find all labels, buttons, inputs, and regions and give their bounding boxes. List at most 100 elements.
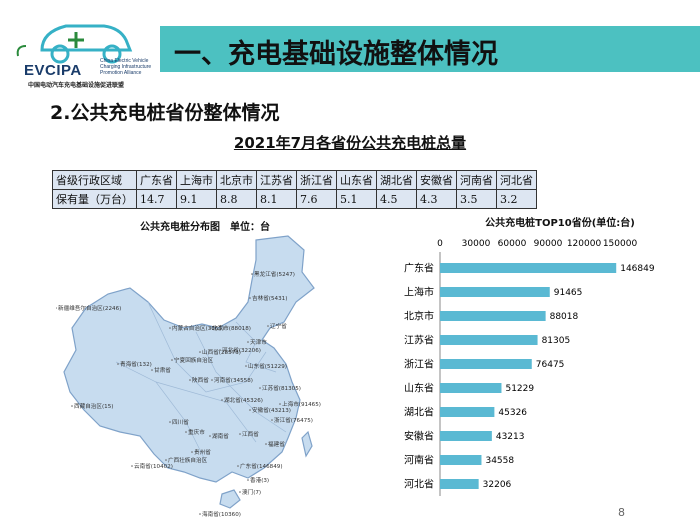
category-label: 上海市	[404, 286, 434, 299]
map-province-dot	[191, 451, 193, 453]
bar	[440, 359, 532, 369]
map-province-dot	[249, 297, 251, 299]
map-province-dot	[267, 325, 269, 327]
category-label: 山东省	[404, 382, 434, 395]
table-header-label: 省级行政区域	[52, 170, 137, 190]
bar	[440, 383, 502, 393]
table-title: 2021年7月各省份公共充电桩总量	[233, 134, 467, 152]
taiwan-island	[301, 430, 313, 458]
map-province-label: 湖南省	[212, 432, 229, 440]
top10-bar-chart: 0 30000 60000 90000 120000 150000 广东省 146849 上海…	[404, 239, 655, 496]
category-label: 湖北省	[404, 406, 434, 419]
map-province-label: 贵州省	[194, 448, 211, 456]
x-tick-label: 30000	[462, 239, 491, 249]
map-province-dot	[245, 365, 247, 367]
bar-value-label: 32206	[483, 480, 512, 490]
province-borders	[115, 301, 287, 463]
map-province-label: 海南省(10360)	[202, 510, 241, 517]
table-value-row: 保有量（万台） 14.7 9.1 8.8 8.1 7.6 5.1 4.5 4.3 3.5 3.2	[52, 189, 537, 209]
table-value-cell: 4.3	[416, 189, 457, 209]
bar	[440, 455, 482, 465]
map-province-dot	[251, 273, 253, 275]
map-province-dot	[171, 359, 173, 361]
bar	[440, 431, 492, 441]
table-value-cell: 14.7	[136, 189, 177, 209]
bar-value-label: 45326	[498, 408, 527, 418]
category-label: 河南省	[404, 454, 434, 467]
table-value-cell: 8.8	[216, 189, 257, 209]
map-province-dot	[131, 465, 133, 467]
table-value-cell: 8.1	[256, 189, 297, 209]
bar-value-label: 91465	[554, 288, 583, 298]
map-province-dot	[71, 405, 73, 407]
map-province-label: 北京市(88018)	[212, 324, 251, 332]
table-header-cell: 广东省	[136, 170, 177, 190]
x-tick-label: 60000	[498, 239, 527, 249]
table-header-cell: 北京市	[216, 170, 257, 190]
bar-value-label: 88018	[550, 312, 579, 322]
map-province-label: 青海省(132)	[120, 360, 152, 368]
page-title: 一、充电基础设施整体情况	[174, 39, 498, 70]
bar-value-label: 81305	[542, 336, 571, 346]
map-province-label: 四川省	[172, 418, 189, 426]
bar-value-label: 51229	[505, 384, 534, 394]
section-subtitle: 2.公共充电桩省份整体情况	[50, 102, 280, 124]
table-value-cell: 3.2	[496, 189, 537, 209]
category-label: 广东省	[404, 262, 434, 275]
bar	[440, 407, 495, 417]
table-value-cell: 4.5	[376, 189, 417, 209]
table-header-row: 省级行政区域 广东省 上海市 北京市 江苏省 浙江省 山东省 湖北省 安徽省 河南省 河北省	[52, 170, 537, 190]
map-province-dot	[279, 403, 281, 405]
map-province-label: 安徽省(43213)	[252, 406, 291, 414]
table-header-cell: 湖北省	[376, 170, 417, 190]
map-province-label: 天津市	[250, 338, 267, 346]
x-tick-label: 120000	[567, 239, 602, 249]
x-tick-label: 90000	[534, 239, 563, 249]
map-province-dot	[237, 465, 239, 467]
category-label: 河北省	[404, 478, 434, 491]
logo-text: EVCIPA	[24, 62, 82, 79]
map-province-dot	[239, 433, 241, 435]
map-province-label: 甘肃省	[154, 366, 171, 374]
china-map: 黑龙江省(5247) 吉林省(5431) 新疆维吾尔自治区(2246) 内蒙古自治区(…	[56, 235, 321, 517]
table-header-cell: 山东省	[336, 170, 377, 190]
bar-value-label: 43213	[496, 432, 525, 442]
bar-value-label: 76475	[536, 360, 565, 370]
logo	[6, 6, 156, 90]
header: EVCIPA China Electric Vehicle Charging I…	[0, 0, 700, 96]
table-value-cell: 7.6	[296, 189, 337, 209]
map-province-dot	[265, 443, 267, 445]
map-province-label: 新疆维吾尔自治区(2246)	[58, 304, 121, 312]
table-header-cell: 安徽省	[416, 170, 457, 190]
map-province-label: 广西壮族自治区	[168, 456, 208, 464]
map-province-dot	[211, 379, 213, 381]
map-province-dot	[165, 459, 167, 461]
x-tick-label: 0	[437, 239, 443, 249]
map-province-dot	[185, 431, 187, 433]
title-banner: 一、充电基础设施整体情况	[160, 26, 700, 72]
logo-small-text: China Electric Vehicle Charging Infrastr…	[100, 58, 152, 76]
map-province-dot	[271, 419, 273, 421]
map-province-label: 澳门(7)	[242, 488, 261, 496]
map-province-label: 山西省(28373)	[202, 348, 241, 356]
map-province-label: 黑龙江省(5247)	[254, 270, 295, 278]
category-label: 安徽省	[404, 430, 434, 443]
map-province-label: 香港(3)	[250, 476, 269, 484]
map-province-dot	[189, 379, 191, 381]
table-value-cell: 3.5	[456, 189, 497, 209]
map-province-dot	[117, 363, 119, 365]
map-province-dot	[209, 327, 211, 329]
table-header-cell: 江苏省	[256, 170, 297, 190]
map-province-label: 重庆市	[188, 428, 205, 436]
map-province-dot	[249, 409, 251, 411]
category-label: 北京市	[404, 310, 434, 323]
table-value-cell: 9.1	[176, 189, 217, 209]
table-value-label: 保有量（万台）	[52, 189, 137, 209]
map-province-label: 浙江省(76475)	[274, 416, 313, 424]
bar	[440, 263, 617, 273]
bar	[440, 479, 479, 489]
map-province-label: 宁夏回族自治区	[174, 356, 214, 364]
map-province-label: 山东省(51229)	[248, 362, 287, 370]
bar	[440, 287, 550, 297]
map-province-label: 江苏省(81305)	[262, 384, 301, 392]
